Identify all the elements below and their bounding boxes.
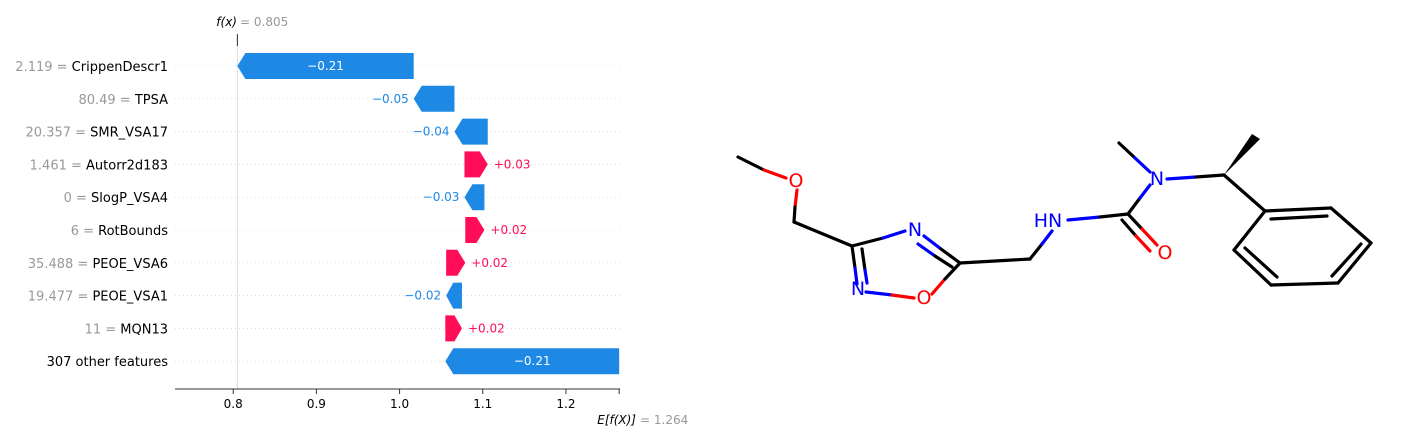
shap-bar [445,315,462,342]
feature-value: 11 = [85,322,121,337]
shap-bar [446,249,466,276]
feature-name: 307 other features [47,355,169,370]
feature-label: 35.488 = PEOE_VSA6 [28,257,168,272]
feature-value: 19.477 = [28,290,93,305]
tertiary-nitrogen-label: N [1150,168,1164,190]
feature-label: 19.477 = PEOE_VSA1 [28,290,168,305]
contribution-label: +0.02 [468,321,505,335]
contribution-label: −0.03 [423,190,460,204]
shap-bar [464,184,485,211]
feature-name: PEOE_VSA1 [92,290,168,305]
feature-name: SMR_VSA17 [90,126,168,141]
shap-bar [464,151,488,178]
fx-value: = 0.805 [240,15,288,29]
base-value-value: = 1.264 [640,413,688,427]
shap-waterfall-chart: f(x) = 0.805 2.119 = CrippenDescr1 −0.21 8… [15,15,688,427]
base-value-label: E[f(X)] [597,413,636,427]
feature-name: RotBounds [98,224,168,239]
feature-name: CrippenDescr1 [72,60,168,75]
contribution-label: −0.21 [307,59,344,73]
contribution-label: +0.02 [490,223,527,237]
feature-label: 20.357 = SMR_VSA17 [26,126,168,141]
x-tick-label: 0.9 [307,397,326,411]
shap-bar [237,53,414,79]
methoxy-oxygen-label: O [789,170,804,192]
amide-nh-label: HN [1034,210,1063,232]
feature-value: 6 = [71,224,98,239]
shap-bar [445,348,620,375]
contribution-label: −0.02 [404,289,441,303]
contribution-label: +0.02 [471,256,508,270]
contribution-label: −0.21 [514,354,551,368]
x-tick-label: 1.1 [473,397,492,411]
feature-value: 1.461 = [30,158,86,173]
shap-bar [454,118,488,145]
x-tick-label: 0.8 [224,397,243,411]
feature-value: 2.119 = [15,60,71,75]
feature-name: Autorr2d183 [86,158,168,173]
feature-value: 80.49 = [78,93,134,108]
feature-label: 80.49 = TPSA [78,93,168,108]
contribution-label: −0.05 [372,92,409,106]
feature-label: 11 = MQN13 [85,322,168,337]
shap-bar [446,282,462,309]
fx-label: f(x) [216,15,237,29]
shap-bar [465,217,485,243]
oxadiazole-n2-label: N [851,278,865,300]
molecule-structure: O N O N HN O N [736,134,1373,309]
carbonyl-oxygen-label: O [1158,242,1173,264]
oxadiazole-oxygen-label: O [917,287,932,309]
feature-name: PEOE_VSA6 [92,257,168,272]
feature-label: 0 = SlogP_VSA4 [64,191,168,206]
feature-value: 20.357 = [26,126,91,141]
feature-label: 307 other features [47,355,169,370]
feature-label: 1.461 = Autorr2d183 [30,158,168,173]
feature-name: SlogP_VSA4 [91,191,168,206]
feature-value: 0 = [64,191,91,206]
x-tick-label: 1.2 [556,397,575,411]
contribution-label: −0.04 [413,125,450,139]
feature-value: 35.488 = [28,257,93,272]
oxadiazole-n4-label: N [908,219,922,241]
x-tick-label: 1.0 [390,397,409,411]
feature-label: 6 = RotBounds [71,224,169,239]
feature-name: MQN13 [120,322,168,337]
shap-bar [413,85,455,112]
contribution-label: +0.03 [494,157,531,171]
feature-label: 2.119 = CrippenDescr1 [15,60,168,75]
feature-name: TPSA [134,93,168,108]
